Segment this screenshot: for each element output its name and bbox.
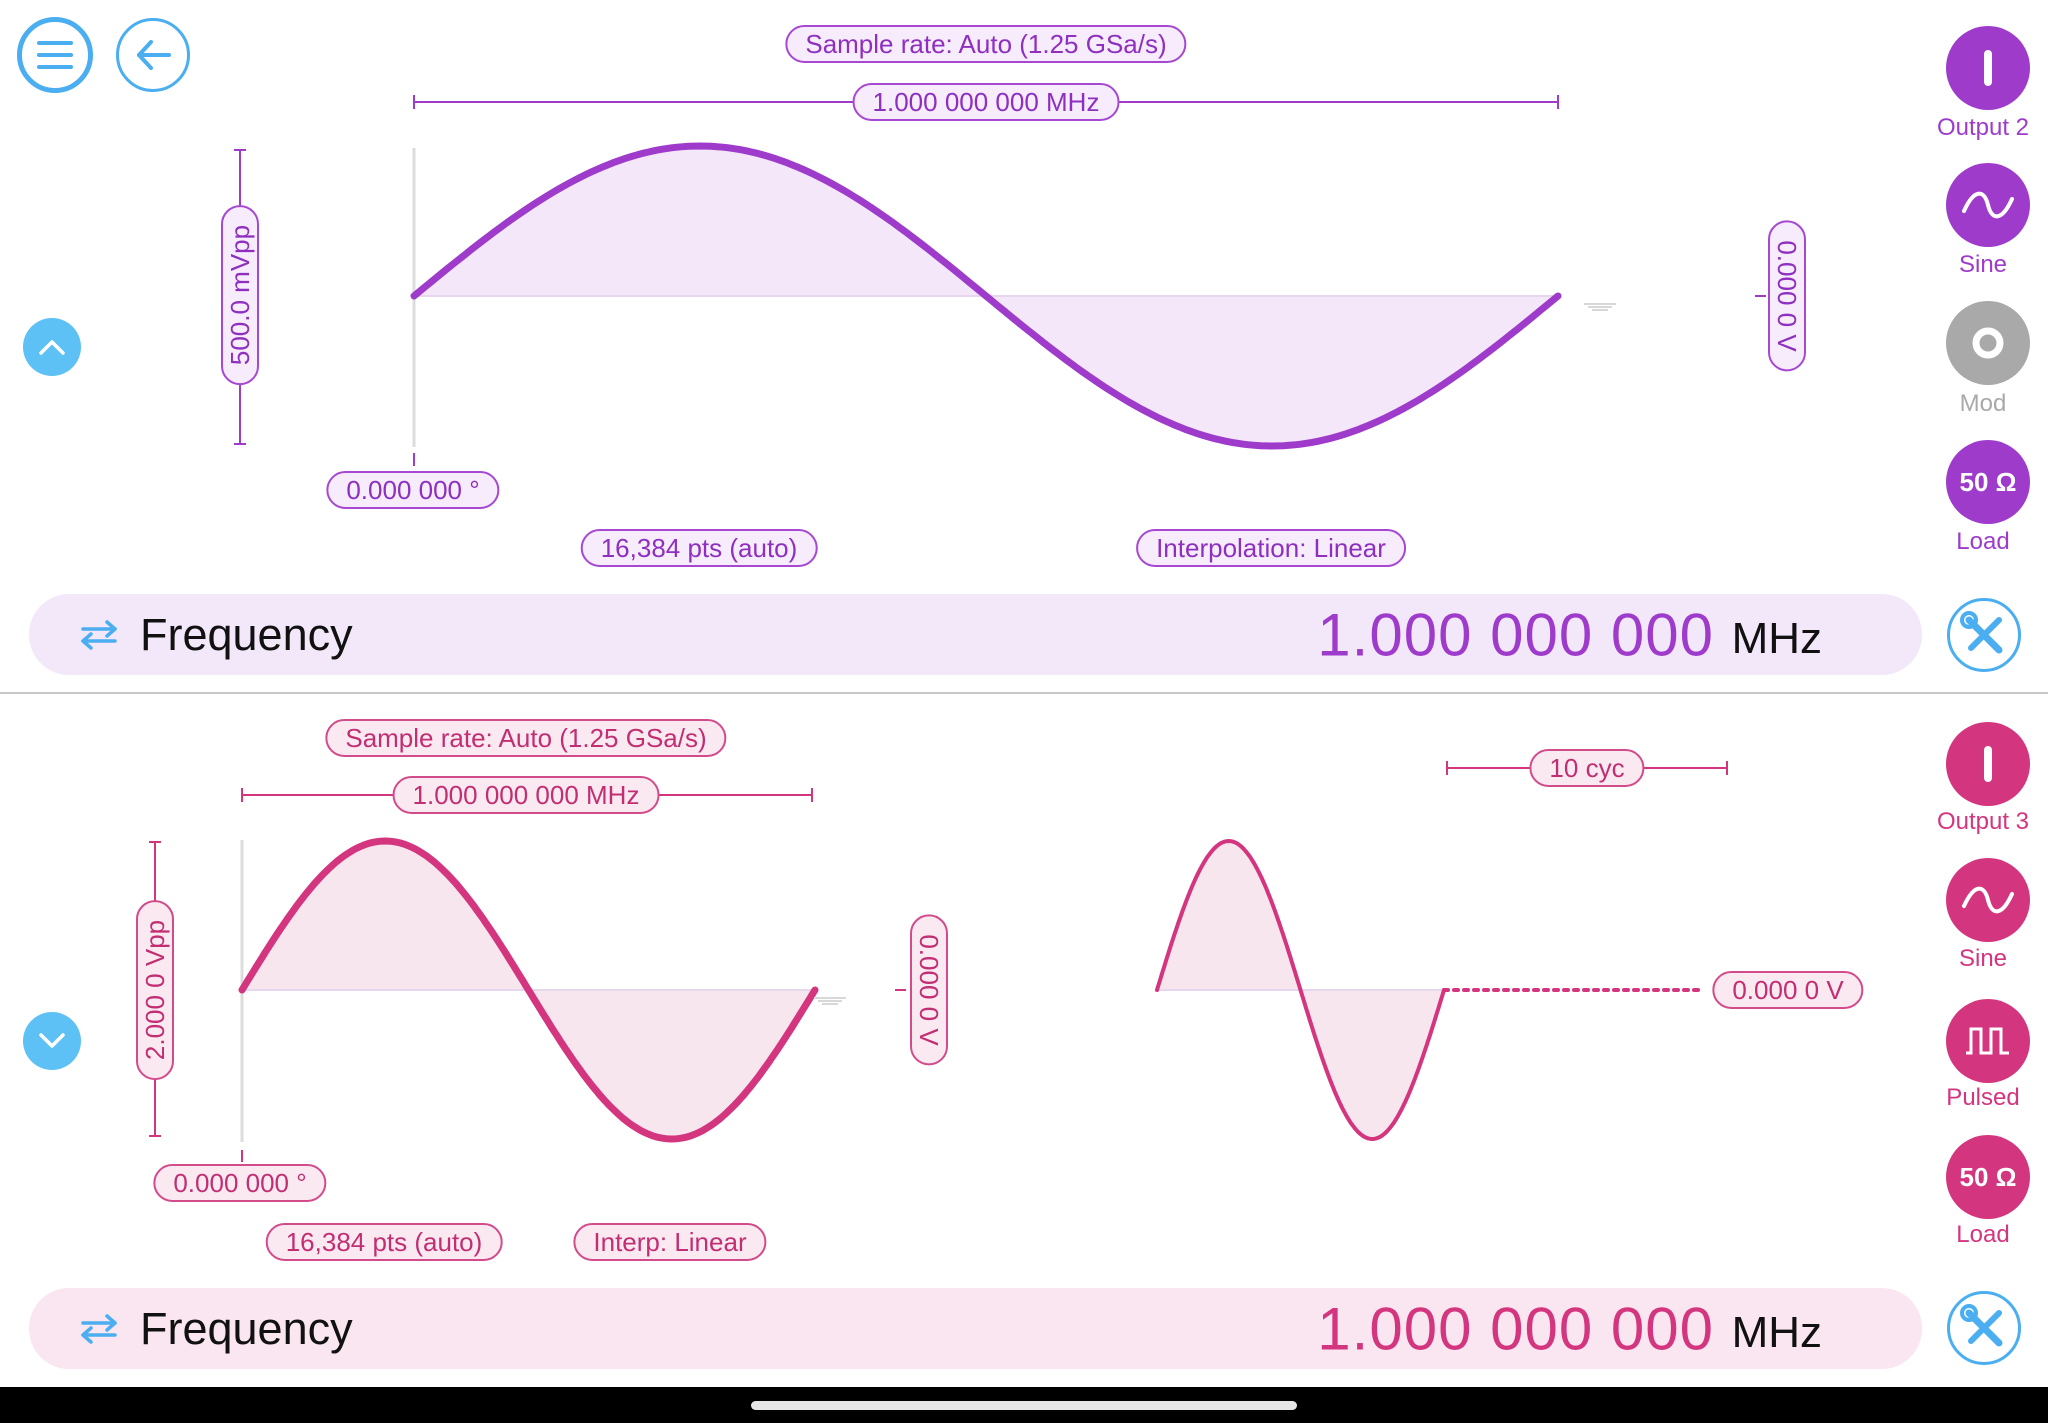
side-button-label: Pulsed <box>1946 1084 2020 1111</box>
ch2-interpolation[interactable]: Interpolation: Linear <box>1136 529 1406 567</box>
ch2-phase[interactable]: 0.000 000 ° <box>326 471 500 509</box>
ch2-amplitude[interactable]: 500.0 mVpp <box>221 204 259 386</box>
sine-button[interactable] <box>1946 858 2030 942</box>
ground-icon <box>1584 303 1616 311</box>
ch3-tools-button[interactable] <box>1947 1291 2021 1365</box>
load-button[interactable]: 50 Ω <box>1946 1135 2030 1219</box>
chevron-down-icon <box>39 1033 65 1048</box>
waveform-trace <box>1155 838 1446 1142</box>
chevron-up-icon <box>39 340 65 355</box>
ch3-interpolation[interactable]: Interp: Linear <box>573 1223 767 1261</box>
menu-button[interactable] <box>17 17 93 93</box>
frequency-value[interactable]: 1.000 000 000 <box>1317 601 1714 668</box>
frequency-label: Frequency <box>140 1302 353 1354</box>
ch3-idle-level[interactable]: 0.000 0 V <box>1712 971 1864 1009</box>
ch3-period-frequency[interactable]: 1.000 000 000 MHz <box>392 776 660 814</box>
home-indicator[interactable] <box>751 1401 1297 1410</box>
frequency-value[interactable]: 1.000 000 000 <box>1317 1295 1714 1362</box>
ch3-phase[interactable]: 0.000 000 ° <box>153 1164 327 1202</box>
ch3-frequency-bar[interactable]: Frequency 1.000 000 000 MHz <box>29 1288 1922 1369</box>
ch2-frequency-bar[interactable]: Frequency 1.000 000 000 MHz <box>29 594 1922 675</box>
home-bar-area <box>0 1387 2048 1423</box>
back-button[interactable] <box>116 18 190 92</box>
power-icon <box>1984 746 1992 782</box>
frequency-label: Frequency <box>140 608 353 660</box>
ch3-waveform-plot[interactable] <box>0 694 1900 1294</box>
ch3-points[interactable]: 16,384 pts (auto) <box>265 1223 503 1261</box>
mod-button[interactable] <box>1946 301 2030 385</box>
ground-icon <box>814 997 846 1005</box>
output-3-button[interactable] <box>1946 722 2030 806</box>
load-button[interactable]: 50 Ω <box>1946 440 2030 524</box>
expand-down-button[interactable] <box>23 1012 81 1070</box>
ch3-sample-rate[interactable]: Sample rate: Auto (1.25 GSa/s) <box>325 719 727 757</box>
ch3-offset[interactable]: 0.000 0 V <box>910 914 948 1066</box>
mod-ring-icon <box>1972 327 2004 359</box>
side-button-label: Output 2 <box>1936 114 2030 141</box>
output-2-button[interactable] <box>1946 26 2030 110</box>
arrow-left-icon <box>137 40 171 70</box>
wrench-screwdriver-icon <box>1960 1304 2003 1347</box>
swap-arrows-icon[interactable] <box>79 619 119 651</box>
channel-divider <box>0 692 2048 694</box>
ch3-amplitude[interactable]: 2.000 0 Vpp <box>136 899 174 1081</box>
power-icon <box>1984 50 1992 86</box>
side-button-label: Mod <box>1959 390 2007 417</box>
50-ohm-icon: 50 Ω <box>1959 1161 2017 1192</box>
ch3-burst-cycles[interactable]: 10 cyc <box>1529 749 1645 787</box>
wrench-screwdriver-icon <box>1960 611 2003 654</box>
sine-wave-icon <box>1962 886 2014 914</box>
ch2-sample-rate[interactable]: Sample rate: Auto (1.25 GSa/s) <box>785 25 1187 63</box>
ch2-points[interactable]: 16,384 pts (auto) <box>580 529 818 567</box>
sine-button[interactable] <box>1946 163 2030 247</box>
hamburger-menu-icon <box>37 41 73 69</box>
pulsed-icon <box>1966 1027 2009 1055</box>
collapse-up-button[interactable] <box>23 318 81 376</box>
side-button-label: Sine <box>1958 251 2008 278</box>
waveform-trace <box>410 142 1562 450</box>
sine-wave-icon <box>1962 191 2014 219</box>
side-button-label: Load <box>1956 1221 2010 1248</box>
frequency-unit[interactable]: MHz <box>1731 613 1822 663</box>
frequency-unit[interactable]: MHz <box>1731 1307 1822 1357</box>
ch2-period-frequency[interactable]: 1.000 000 000 MHz <box>852 83 1120 121</box>
side-button-label: Sine <box>1958 945 2008 972</box>
50-ohm-icon: 50 Ω <box>1959 466 2017 497</box>
swap-arrows-icon[interactable] <box>79 1313 119 1345</box>
pulsed-button[interactable] <box>1946 999 2030 1083</box>
ch2-offset[interactable]: 0.000 0 V <box>1768 220 1806 372</box>
side-button-label: Output 3 <box>1936 808 2030 835</box>
ch2-tools-button[interactable] <box>1947 598 2021 672</box>
waveform-trace <box>238 837 819 1143</box>
side-button-label: Load <box>1956 528 2010 555</box>
